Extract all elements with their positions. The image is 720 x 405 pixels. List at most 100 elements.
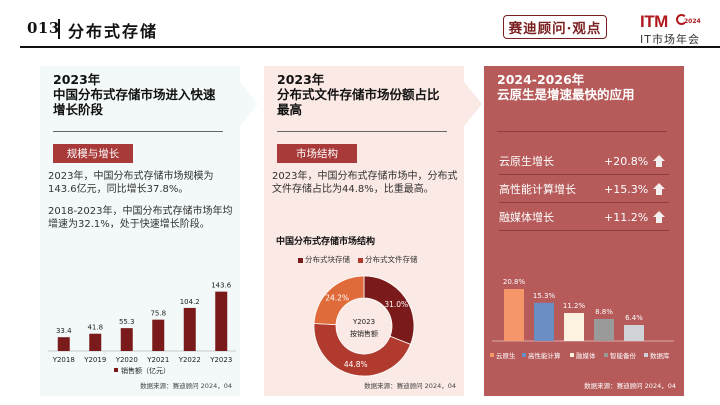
growth-label: 融媒体增长	[499, 211, 554, 224]
legend-swatch	[114, 368, 118, 372]
chart-title: 中国分布式存储市场结构	[276, 237, 376, 247]
panel-heading: 2024-2026年 云原生是增速最快的应用	[497, 72, 635, 102]
panel-market-growth: 2023年 中国分布式存储市场进入快速 增长阶段 规模与增长 2023年，中国分…	[40, 66, 240, 396]
bar	[120, 328, 133, 351]
logo-ring-icon	[676, 14, 687, 25]
legend-item: 分布式文件存储	[358, 254, 418, 265]
donut-chart-svg: 31.0% 44.8% 24.2% Y2023 按销售额	[313, 275, 415, 377]
page-number: 013	[27, 19, 60, 37]
x-tick-label: Y2018	[52, 356, 75, 364]
x-tick-label: Y2020	[115, 356, 138, 364]
brand-badge: 赛迪顾问·观点	[503, 15, 607, 39]
x-tick-label: Y2022	[178, 356, 201, 364]
bar	[624, 325, 644, 341]
legend-label: 分布式块存储	[305, 255, 350, 264]
growth-value: +11.2%	[604, 210, 649, 224]
panel-heading: 2023年 分布式文件存储市场份额占比 最高	[277, 72, 440, 117]
slice-label: 44.8%	[344, 360, 368, 369]
section-tag: 市场结构	[277, 144, 357, 163]
paragraph: 2023年，中国分布式存储市场规模为143.6亿元，同比增长37.8%。	[48, 171, 214, 195]
data-label: 33.4	[56, 327, 72, 335]
center-label: Y2023	[352, 318, 375, 326]
data-label: 104.2	[180, 298, 200, 306]
bar	[152, 319, 165, 351]
data-label: 75.8	[150, 310, 166, 318]
growth-row: 云原生增长 +20.8%	[499, 148, 669, 174]
heading-line: 2023年	[53, 72, 101, 87]
bar	[57, 337, 70, 351]
center-label: 按销售额	[350, 329, 378, 338]
chart-legend: 分布式块存储 分布式文件存储	[298, 254, 418, 265]
data-label: 11.2%	[563, 302, 586, 310]
heading-line: 分布式文件存储市场份额占比	[277, 87, 440, 102]
heading-line: 云原生是增速最快的应用	[497, 87, 635, 102]
flow-arrow	[464, 82, 482, 126]
page-title: 分布式存储	[68, 22, 159, 41]
data-label: 6.4%	[625, 314, 643, 322]
growth-row: 融媒体增长 +11.2%	[499, 204, 669, 230]
data-source: 数据来源：赛迪顾问 2024，04	[584, 382, 676, 390]
legend-swatch	[358, 257, 363, 263]
legend-swatch	[570, 353, 574, 357]
data-source: 数据来源：赛迪顾问 2024，04	[140, 382, 232, 390]
itm-logo: ITM	[640, 12, 668, 31]
data-label: 8.8%	[595, 308, 613, 316]
data-label: 20.8%	[503, 278, 526, 286]
panel-market-structure: 2023年 分布式文件存储市场份额占比 最高 市场结构 2023年，中国分布式存…	[264, 66, 464, 396]
data-source: 数据来源：赛迪顾问 2024，04	[364, 382, 456, 390]
legend-label: 数据库	[650, 351, 670, 360]
growth-value: +15.3%	[604, 182, 649, 196]
growth-value: +20.8%	[604, 154, 649, 168]
legend-swatch	[644, 353, 648, 357]
logo-subtitle: IT市场年会	[640, 33, 700, 46]
up-arrow-icon	[652, 182, 666, 196]
bar	[594, 319, 614, 341]
heading-line: 2024-2026年	[497, 72, 585, 87]
bar	[89, 333, 102, 351]
data-label: 143.6	[211, 282, 232, 290]
bar	[534, 302, 554, 341]
legend-label: 智能备份	[610, 351, 637, 360]
application-bar-chart-svg: 20.8% 15.3% 11.2% 8.8% 6.4% 云原生 高性能计算 融媒体 智能备份 数据…	[490, 278, 674, 360]
heading-line: 增长阶段	[53, 102, 104, 117]
legend-label: 云原生	[496, 351, 516, 360]
slice-label: 31.0%	[384, 300, 408, 309]
data-label: 15.3%	[533, 292, 556, 300]
divider	[53, 131, 223, 132]
heading-line: 最高	[277, 102, 303, 117]
growth-label: 高性能计算增长	[499, 183, 576, 196]
row-divider	[499, 202, 669, 203]
data-label: 41.8	[87, 324, 103, 332]
header: 013 分布式存储 赛迪顾问·观点 ITM 2024 IT市场年会	[0, 0, 720, 48]
slice-label: 24.2%	[325, 294, 349, 303]
growth-row: 高性能计算增长 +15.3%	[499, 176, 669, 202]
legend-item: 分布式块存储	[298, 254, 350, 265]
legend-label: 高性能计算	[528, 351, 561, 360]
divider	[497, 131, 667, 132]
paragraph: 2018-2023年，中国分布式存储市场年均增速为32.1%，处于快速增长阶段。	[48, 206, 233, 230]
flow-arrow	[240, 82, 258, 126]
x-tick-label: Y2019	[83, 356, 106, 364]
legend-label: 融媒体	[576, 351, 596, 360]
row-divider	[499, 230, 669, 231]
market-size-chart: 33.4 Y2018 41.8 Y2019 55.3 Y2020 75.8 Y2021 104.…	[40, 271, 240, 396]
bar	[183, 307, 196, 351]
legend-label: 销售额（亿元）	[121, 366, 170, 375]
title-separator	[58, 19, 60, 39]
up-arrow-icon	[652, 210, 666, 224]
panel-application-growth: 2024-2026年 云原生是增速最快的应用 云原生增长 +20.8% 高性能计…	[484, 66, 684, 396]
x-tick-label: Y2023	[209, 356, 232, 364]
bar-chart-svg: 33.4 Y2018 41.8 Y2019 55.3 Y2020 75.8 Y2021 104.…	[48, 282, 236, 375]
divider	[277, 131, 447, 132]
donut-slice	[313, 275, 365, 326]
growth-label: 云原生增长	[499, 155, 554, 168]
donut-slice	[313, 323, 412, 377]
legend-swatch	[298, 257, 303, 263]
up-arrow-icon	[652, 154, 666, 168]
paragraph: 2023年，中国分布式存储市场中，分布式文件存储占比为44.8%，比重最高。	[272, 171, 458, 195]
bar	[564, 313, 584, 341]
header-divider	[20, 46, 720, 48]
section-tag: 规模与增长	[53, 144, 133, 163]
heading-line: 中国分布式存储市场进入快速	[53, 87, 216, 102]
panel-heading: 2023年 中国分布式存储市场进入快速 增长阶段	[53, 72, 216, 117]
